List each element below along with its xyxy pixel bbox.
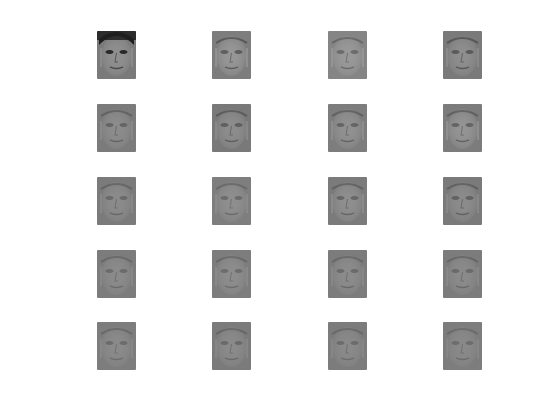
eigenface-image — [212, 322, 251, 370]
eigenface-image — [212, 250, 251, 298]
eigenface-image — [328, 31, 367, 79]
eigenface-image — [212, 31, 251, 79]
eigenface-image — [212, 104, 251, 152]
eigenface-image — [97, 177, 136, 225]
eigenface-image — [443, 322, 482, 370]
eigenface-image — [443, 250, 482, 298]
eigenface-image — [97, 104, 136, 152]
eigenface-image — [443, 104, 482, 152]
eigenface-image — [212, 177, 251, 225]
eigenface-image — [328, 177, 367, 225]
eigenface-image — [443, 31, 482, 79]
eigenface-image — [328, 104, 367, 152]
eigenface-image — [443, 177, 482, 225]
eigenface-image — [97, 250, 136, 298]
eigenface-image — [97, 31, 136, 79]
eigenface-image — [328, 322, 367, 370]
eigenface-image — [328, 250, 367, 298]
eigenface-image — [97, 322, 136, 370]
